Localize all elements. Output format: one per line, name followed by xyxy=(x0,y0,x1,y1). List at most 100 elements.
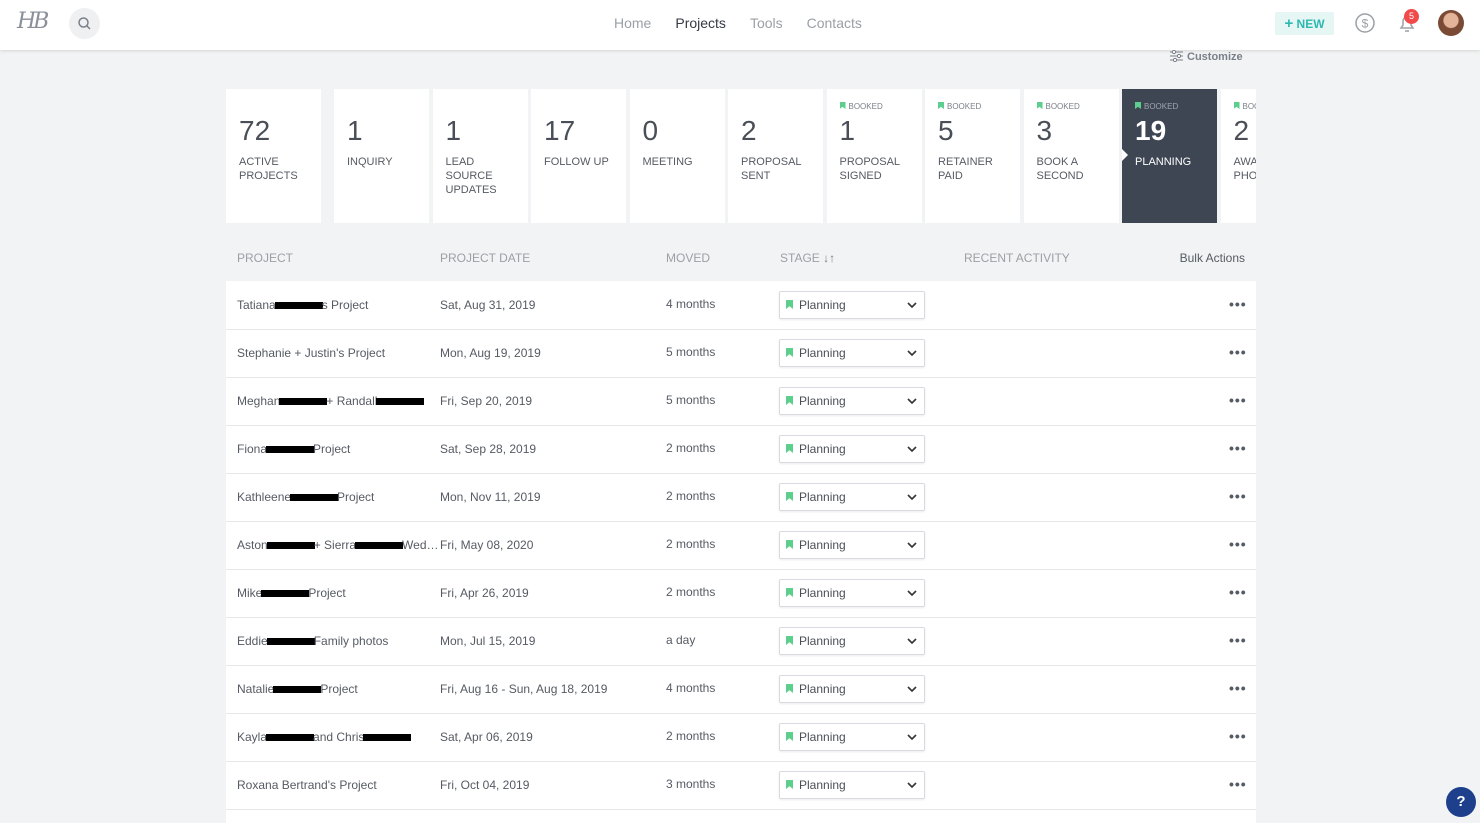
project-date: Mon, Nov 11, 2019 xyxy=(440,490,541,504)
stage-count: 1 xyxy=(347,115,363,146)
column-header: RECENT ACTIVITY xyxy=(964,251,1070,265)
stage-card[interactable]: 17 FOLLOW UP xyxy=(531,89,626,223)
stage-dropdown[interactable]: Planning xyxy=(779,627,925,655)
project-name[interactable]: Stephanie + Justin's Project xyxy=(237,346,385,360)
project-date: Fri, Sep 20, 2019 xyxy=(440,394,533,408)
nav-link[interactable]: Projects xyxy=(675,15,726,31)
row-actions[interactable]: ••• xyxy=(1229,536,1247,552)
name-part: Fiona xyxy=(237,442,268,456)
chevron xyxy=(907,494,917,501)
row-actions[interactable]: ••• xyxy=(1229,392,1247,408)
stage-value: Planning xyxy=(799,538,846,552)
row-actions[interactable]: ••• xyxy=(1229,296,1247,312)
nav-link[interactable]: Home xyxy=(614,15,652,31)
nav-link[interactable]: Tools xyxy=(749,15,783,31)
stage-card[interactable]: 1 INQUIRY xyxy=(334,89,429,223)
name-part: Wed… xyxy=(402,538,439,552)
stage-card[interactable]: 1 LEAD SOURCE UPDATES xyxy=(432,89,528,223)
new-label: NEW xyxy=(1296,17,1325,31)
stage-dropdown[interactable]: Planning xyxy=(779,579,925,607)
column-header: PROJECT DATE xyxy=(440,251,531,265)
project-name[interactable]: Kayla and Chris xyxy=(237,730,412,744)
project-date: Fri, Oct 04, 2019 xyxy=(440,778,530,792)
stage-count: 2 xyxy=(741,115,757,146)
project-row[interactable]: Kayla and Chris Sat, Apr 06, 2019 2 months P… xyxy=(226,713,1256,762)
stage-card[interactable]: 0 MEETING xyxy=(629,89,725,223)
customize-button[interactable]: Customize xyxy=(1170,49,1243,63)
row-actions[interactable]: ••• xyxy=(1229,776,1247,792)
stage-dropdown[interactable]: Planning xyxy=(779,339,925,367)
stage-dropdown[interactable]: Planning xyxy=(779,771,925,799)
stage-bookmark xyxy=(786,348,793,357)
column-header[interactable]: Bulk Actions xyxy=(1179,251,1245,265)
project-row[interactable]: Tatiana s Project Sat, Aug 31, 2019 4 month… xyxy=(226,281,1256,330)
stage-dropdown[interactable]: Planning xyxy=(779,291,925,319)
row-actions[interactable]: ••• xyxy=(1229,488,1247,504)
row-actions[interactable]: ••• xyxy=(1229,584,1247,600)
project-name[interactable]: Eddie Family photos xyxy=(237,634,388,648)
stage-dropdown[interactable]: Planning xyxy=(779,387,925,415)
project-date: Mon, Aug 19, 2019 xyxy=(440,346,541,360)
row-actions[interactable]: ••• xyxy=(1229,680,1247,696)
stage-count: 2 xyxy=(1233,115,1250,146)
chevron xyxy=(907,734,917,741)
stage-bookmark xyxy=(786,588,793,597)
project-name[interactable]: Meghan + Randall xyxy=(237,394,425,408)
stage-card[interactable]: BOOKED 1 PROPOSAL SIGNED xyxy=(826,89,922,223)
project-name[interactable]: Mike Project xyxy=(237,586,346,600)
project-date: Fri, Aug 16 - Sun, Aug 18, 2019 xyxy=(440,682,608,696)
project-date: Fri, Apr 26, 2019 xyxy=(440,586,529,600)
project-row[interactable]: Mike Project Fri, Apr 26, 2019 2 months Plan… xyxy=(226,569,1256,618)
nav-link[interactable]: Contacts xyxy=(806,15,862,31)
project-name[interactable]: Kathleene Project xyxy=(237,490,374,504)
new-button[interactable]: + NEW xyxy=(1275,12,1334,35)
name-part: Aston xyxy=(237,538,268,552)
help-button[interactable]: ? xyxy=(1446,787,1476,817)
stage-card[interactable]: 2 PROPOSAL SENT xyxy=(728,89,823,223)
project-row[interactable]: Eddie Family photos Mon, Jul 15, 2019 a day… xyxy=(226,617,1256,666)
stage-card[interactable]: BOOKED 5 RETAINER PAID xyxy=(925,89,1020,223)
stage-dropdown[interactable]: Planning xyxy=(779,531,925,559)
row-actions[interactable]: ••• xyxy=(1229,632,1247,648)
stage-count: 19 xyxy=(1135,115,1167,146)
row-actions[interactable]: ••• xyxy=(1229,440,1247,456)
project-row[interactable]: Kathleene Project Mon, Nov 11, 2019 2 month… xyxy=(226,473,1256,522)
project-date: Fri, May 08, 2020 xyxy=(440,538,534,552)
stage-bookmark xyxy=(786,684,793,693)
stage-value: Planning xyxy=(799,778,846,792)
sort-icon[interactable]: ↓↑ xyxy=(819,251,836,265)
logo[interactable]: HB xyxy=(17,9,49,34)
project-row[interactable]: Meghan + Randall Fri, Sep 20, 2019 5 months… xyxy=(226,377,1256,426)
stage-card[interactable]: BOOKED 19 PLANNING xyxy=(1122,89,1217,223)
row-actions[interactable]: ••• xyxy=(1229,344,1247,360)
project-row[interactable]: Natalie Project Fri, Aug 16 - Sun, Aug 18,… xyxy=(226,665,1256,714)
avatar[interactable] xyxy=(1438,10,1464,36)
moved: 2 months xyxy=(666,729,716,743)
stage-dropdown[interactable]: Planning xyxy=(779,483,925,511)
stage-label: MEETING xyxy=(642,156,693,168)
payments-icon[interactable]: $ xyxy=(1355,13,1375,33)
project-row[interactable]: Stephanie + Justin's Project Mon, Aug 19,… xyxy=(226,329,1256,378)
stage-card[interactable]: 72 ACTIVE PROJECTS xyxy=(226,89,321,223)
column-header[interactable]: STAGE ↓↑ xyxy=(780,251,836,265)
project-row[interactable]: Aston + Sierra Wed… Fri, May 08, 2020 2 mont… xyxy=(226,521,1256,570)
name-part: Natalie xyxy=(237,682,275,696)
row-actions[interactable]: ••• xyxy=(1229,728,1247,744)
project-name[interactable]: Natalie Project xyxy=(237,682,358,696)
project-row[interactable]: Fiona Project Sat, Sep 28, 2019 2 months Pla… xyxy=(226,425,1256,474)
project-name[interactable]: Tatiana s Project xyxy=(237,298,368,312)
stage-label: LEAD SOURCE UPDATES xyxy=(445,156,497,196)
stage-card[interactable]: BOOKED 3 BOOK A SECOND xyxy=(1023,89,1119,223)
project-name[interactable]: Fiona Project xyxy=(237,442,350,456)
project-name[interactable]: Roxana Bertrand's Project xyxy=(237,778,377,792)
stage-dropdown[interactable]: Planning xyxy=(779,723,925,751)
svg-text:$: $ xyxy=(1362,17,1369,31)
stage-dropdown[interactable]: Planning xyxy=(779,675,925,703)
name-part: Tatiana xyxy=(237,298,276,312)
search-button[interactable] xyxy=(69,8,100,39)
stage-dropdown[interactable]: Planning xyxy=(779,435,925,463)
project-name[interactable]: Aston + Sierra Wed… xyxy=(237,538,439,552)
project-row[interactable]: Roxana Bertrand's Project Fri, Oct 04, 20… xyxy=(226,761,1256,810)
stage-value: Planning xyxy=(799,586,846,600)
stage-card[interactable]: BOOKED 2 AWAITING PHOTOS xyxy=(1220,89,1256,223)
